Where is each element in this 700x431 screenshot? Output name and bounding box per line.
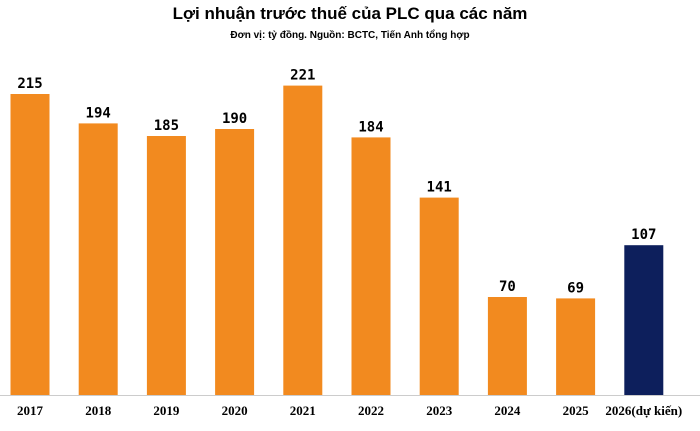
- bar-2020: [215, 129, 255, 395]
- data-label-2021: 221: [290, 68, 315, 84]
- data-label-2025: 69: [567, 280, 584, 296]
- data-label-2026(dự kiến): 107: [631, 227, 656, 243]
- bar-2019: [146, 136, 186, 395]
- data-label-2022: 184: [358, 119, 383, 135]
- bar-2025: [556, 298, 596, 395]
- bar-2022: [351, 137, 391, 395]
- bar-2018: [78, 123, 118, 396]
- x-tick-label-2024: 2024: [494, 403, 521, 418]
- bar-2023: [419, 197, 459, 395]
- data-label-2019: 185: [154, 118, 179, 134]
- bar-2026(dự kiến): [624, 245, 664, 395]
- x-tick-label-2020: 2020: [222, 403, 248, 418]
- data-label-2024: 70: [499, 279, 516, 295]
- data-label-2017: 215: [17, 76, 42, 92]
- data-label-2018: 194: [86, 105, 111, 121]
- bar-2017: [10, 94, 50, 395]
- data-label-2023: 141: [427, 180, 452, 196]
- x-tick-label-2018: 2018: [85, 403, 112, 418]
- bar-2021: [283, 85, 323, 395]
- chart-subtitle: Đơn vị: tỷ đồng. Nguồn: BCTC, Tiến Anh t…: [230, 30, 470, 41]
- x-tick-label-2017: 2017: [17, 403, 44, 418]
- x-tick-label-2022: 2022: [358, 403, 384, 418]
- x-tick-label-2019: 2019: [153, 403, 180, 418]
- x-tick-label-2026(dự kiến): 2026(dự kiến): [605, 403, 682, 418]
- x-tick-label-2023: 2023: [426, 403, 453, 418]
- x-tick-label-2025: 2025: [563, 403, 590, 418]
- x-tick-label-2021: 2021: [290, 403, 316, 418]
- chart-title: Lợi nhuận trước thuế của PLC qua các năm: [172, 4, 528, 23]
- bar-2024: [487, 297, 527, 395]
- data-label-2020: 190: [222, 111, 247, 127]
